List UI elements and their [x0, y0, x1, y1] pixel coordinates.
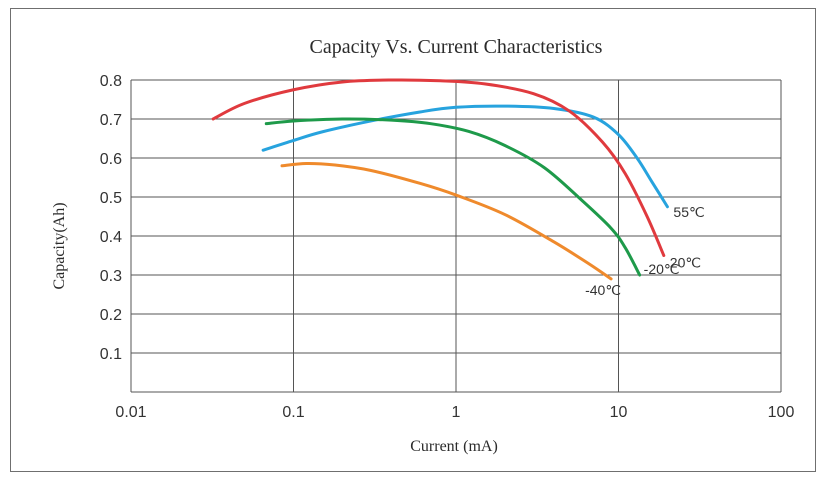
grid [130, 79, 782, 393]
series-label: 20℃ [670, 255, 701, 271]
series-line [261, 104, 669, 209]
series-label: -40℃ [585, 282, 621, 298]
y-tick-label: 0.5 [100, 190, 122, 207]
series-line [211, 78, 666, 257]
x-tick-label: 0.01 [115, 404, 146, 421]
x-tick-label: 100 [768, 404, 795, 421]
y-tick-label: 0.6 [100, 151, 122, 168]
series-label: 55℃ [673, 204, 704, 220]
x-axis-label: Current (mA) [410, 438, 498, 455]
x-tick-label: 0.1 [282, 404, 304, 421]
series-label: -20℃ [644, 261, 680, 277]
chart-title: Capacity Vs. Current Characteristics [310, 36, 603, 58]
x-tick-label: 10 [610, 404, 628, 421]
y-tick-label: 0.3 [100, 268, 122, 285]
series-line [280, 161, 613, 281]
x-tick-label: 1 [452, 404, 461, 421]
series-lines [211, 78, 669, 281]
labels: 0.01 0.1 1 10 100 0.1 0.2 0.3 0.4 0.5 0.6 0.7 0.8 55℃… [100, 73, 795, 421]
y-tick-label: 0.4 [100, 229, 122, 246]
y-axis-label: Capacity(Ah) [51, 202, 68, 289]
series-line [264, 117, 642, 277]
y-tick-label: 0.2 [100, 307, 122, 324]
y-tick-label: 0.8 [100, 73, 122, 90]
y-tick-label: 0.7 [100, 112, 122, 129]
chart-frame [10, 8, 816, 472]
y-tick-label: 0.1 [100, 346, 122, 363]
